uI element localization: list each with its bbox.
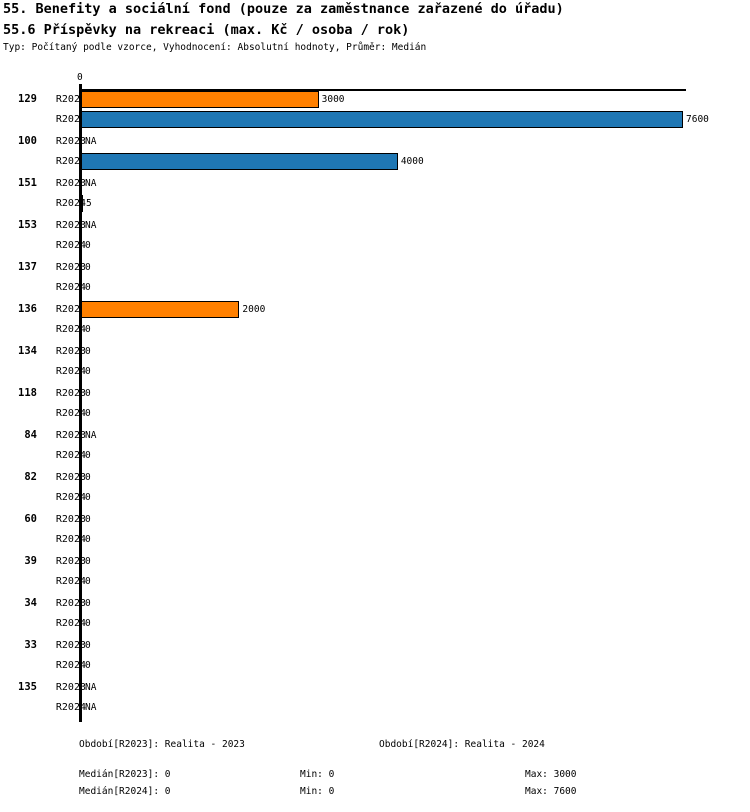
min-2023-stat: Min: 0 (300, 769, 335, 780)
bar-value-label: 0 (85, 492, 91, 503)
bar-value-label: 0 (85, 514, 91, 525)
bar-value-label: NA (85, 682, 97, 693)
bar-value-label: 0 (85, 262, 91, 273)
bar-value-label: 0 (85, 346, 91, 357)
metric-title: 55.6 Příspěvky na rekreaci (max. Kč / os… (3, 22, 410, 38)
series-row-label: R2024 (55, 240, 86, 251)
bar-value-label: 0 (85, 556, 91, 567)
category-label: 136 (18, 303, 37, 315)
category-label: 118 (18, 387, 37, 399)
bar-value-label: 2000 (242, 304, 266, 315)
category-label: 137 (18, 261, 37, 273)
series-row-label: R2024 (55, 366, 86, 377)
bar-value-label: NA (85, 178, 97, 189)
category-label: 135 (18, 681, 37, 693)
series-row-label: R2024 (55, 576, 86, 587)
bar-value-label: 0 (85, 640, 91, 651)
bar-value-label: 0 (85, 366, 91, 377)
bar-R2024-100 (81, 153, 398, 170)
bar-value-label: NA (85, 136, 97, 147)
category-label: 151 (18, 177, 37, 189)
bar-value-label: 0 (85, 618, 91, 629)
series-row-label: R2024 (55, 324, 86, 335)
series-row-label: R2024 (55, 282, 86, 293)
series-row-label: R2023 (55, 514, 86, 525)
bar-value-label: 7600 (686, 114, 709, 125)
bar-value-label: 5 (86, 198, 92, 209)
bar-value-label: 0 (85, 324, 91, 335)
legend-entry-2024: Období[R2024]: Realita - 2024 (379, 739, 545, 750)
series-row-label: R2023 (55, 388, 86, 399)
page-title: 55. Benefity a sociální fond (pouze za z… (3, 1, 564, 17)
series-row-label: R2024 (55, 198, 86, 209)
category-label: 100 (18, 135, 37, 147)
bar-value-label: NA (85, 220, 97, 231)
series-row-label: R2023 (55, 430, 86, 441)
bar-value-label: 3000 (321, 94, 345, 105)
x-axis-tick-label-0: 0 (77, 72, 83, 83)
bar-value-label: 0 (85, 388, 91, 399)
bar-value-label: 0 (85, 450, 91, 461)
bar-value-label: NA (85, 702, 97, 713)
y-axis-line (79, 84, 82, 722)
category-label: 33 (24, 639, 37, 651)
max-2024-stat: Max: 7600 (525, 786, 577, 797)
bar-value-label: 0 (85, 598, 91, 609)
series-row-label: R2024 (55, 702, 86, 713)
series-row-label: R2023 (55, 346, 86, 357)
x-axis-top-line (81, 89, 686, 91)
legend-entry-2023: Období[R2023]: Realita - 2023 (79, 739, 245, 750)
bar-R2023-129 (81, 91, 319, 108)
bar-R2023-136 (81, 301, 240, 318)
category-label: 34 (24, 597, 37, 609)
series-row-label: R2023 (55, 598, 86, 609)
bar-R2024-129 (81, 111, 683, 128)
series-row-label: R2023 (55, 682, 86, 693)
bar-value-label: 0 (85, 660, 91, 671)
bar-R2024-151 (81, 195, 83, 212)
series-row-label: R2023 (55, 304, 86, 315)
series-row-label: R2024 (55, 618, 86, 629)
median-2023-stat: Medián[R2023]: 0 (79, 769, 171, 780)
series-row-label: R2023 (55, 220, 86, 231)
category-label: 60 (24, 513, 37, 525)
category-label: 134 (18, 345, 37, 357)
bar-value-label: 0 (85, 472, 91, 483)
series-row-label: R2024 (55, 534, 86, 545)
category-label: 129 (18, 93, 37, 105)
series-row-label: R2023 (55, 178, 86, 189)
max-2023-stat: Max: 3000 (525, 769, 577, 780)
min-2024-stat: Min: 0 (300, 786, 335, 797)
x-axis-zero-tick (79, 84, 82, 91)
series-row-label: R2024 (55, 114, 86, 125)
series-row-label: R2024 (55, 660, 86, 671)
bar-value-label: 0 (85, 282, 91, 293)
series-row-label: R2023 (55, 136, 86, 147)
series-row-label: R2024 (55, 450, 86, 461)
series-row-label: R2023 (55, 472, 86, 483)
median-2024-stat: Medián[R2024]: 0 (79, 786, 171, 797)
bar-value-label: 0 (85, 576, 91, 587)
chart-meta-line: Typ: Počítaný podle vzorce, Vyhodnocení:… (3, 42, 427, 53)
series-row-label: R2023 (55, 640, 86, 651)
series-row-label: R2024 (55, 156, 86, 167)
category-label: 153 (18, 219, 37, 231)
series-row-label: R2023 (55, 556, 86, 567)
category-label: 82 (24, 471, 37, 483)
bar-value-label: 0 (85, 240, 91, 251)
series-row-label: R2024 (55, 408, 86, 419)
category-label: 39 (24, 555, 37, 567)
bar-value-label: 0 (85, 408, 91, 419)
series-row-label: R2023 (55, 262, 86, 273)
bar-value-label: NA (85, 430, 97, 441)
series-row-label: R2023 (55, 94, 86, 105)
category-label: 84 (24, 429, 37, 441)
bar-value-label: 4000 (400, 156, 424, 167)
bar-value-label: 0 (85, 534, 91, 545)
series-row-label: R2024 (55, 492, 86, 503)
